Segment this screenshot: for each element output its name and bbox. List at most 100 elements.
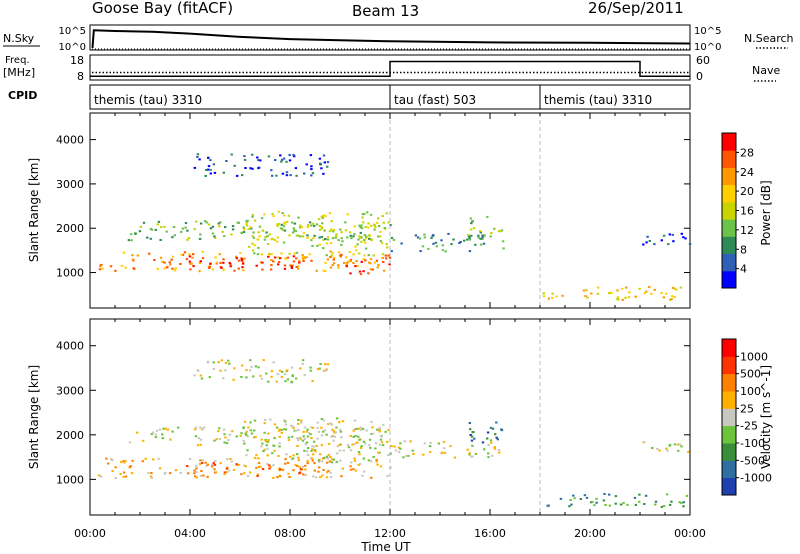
scatter-cell <box>443 447 446 450</box>
scatter-cell <box>171 255 175 258</box>
scatter-cell <box>283 428 286 431</box>
scatter-cell <box>364 226 367 228</box>
scatter-cell <box>304 468 307 471</box>
scatter-cell <box>622 501 625 504</box>
scatter-cell <box>209 262 212 265</box>
nsearch-label: N.Search <box>744 32 794 45</box>
scatter-cell <box>335 426 338 429</box>
scatter-cell <box>287 214 291 217</box>
scatter-cell <box>268 233 271 236</box>
scatter-cell <box>270 370 274 373</box>
scatter-cell <box>207 165 211 168</box>
scatter-cell <box>642 243 645 246</box>
freq-panel-frame <box>89 54 691 81</box>
scatter-cell <box>286 369 289 372</box>
scatter-cell <box>255 466 258 469</box>
scatter-cell <box>239 434 242 437</box>
scatter-cell <box>311 459 314 462</box>
scatter-cell <box>400 242 403 245</box>
scatter-cell <box>187 472 190 475</box>
y-tick-label: 3000 <box>56 384 84 397</box>
scatter-cell <box>188 255 192 258</box>
scatter-cell <box>328 212 332 215</box>
scatter-cell <box>322 269 325 272</box>
colorbar-tick-label: 24 <box>740 166 754 179</box>
scatter-cell <box>306 447 310 450</box>
scatter-cell <box>180 253 183 256</box>
scatter-cell <box>275 380 278 383</box>
scatter-cell <box>282 419 286 422</box>
scatter-cell <box>319 162 322 165</box>
scatter-cell <box>309 433 312 436</box>
scatter-cell <box>469 217 472 220</box>
velocity-colorbar-label: Velocity [m s^-1] <box>759 365 773 469</box>
scatter-cell <box>673 443 677 446</box>
scatter-cell <box>380 441 384 444</box>
scatter-cell <box>212 361 215 364</box>
scatter-cell <box>377 217 380 220</box>
scatter-cell <box>306 236 309 239</box>
scatter-cell <box>645 241 648 244</box>
scatter-cell <box>306 224 310 227</box>
scatter-cell <box>345 264 348 266</box>
scatter-cell <box>280 431 283 434</box>
scatter-cell <box>235 255 238 258</box>
scatter-cell <box>317 459 321 462</box>
scatter-cell <box>211 268 214 271</box>
scatter-cell <box>638 493 641 496</box>
scatter-cell <box>359 231 362 234</box>
scatter-cell <box>330 220 333 223</box>
scatter-cell <box>493 446 496 449</box>
scatter-cell <box>363 470 366 473</box>
scatter-cell <box>284 380 287 383</box>
scatter-cell <box>428 445 432 448</box>
scatter-cell <box>660 505 664 508</box>
scatter-cell <box>320 215 324 218</box>
scatter-cell <box>373 228 376 231</box>
scatter-cell <box>628 291 631 294</box>
scatter-cell <box>233 269 236 272</box>
scatter-cell <box>128 466 131 469</box>
scatter-cell <box>387 453 390 456</box>
y-tick-label: 4000 <box>56 134 84 147</box>
scatter-cell <box>209 227 213 230</box>
scatter-cell <box>399 447 402 450</box>
scatter-cell <box>251 153 254 156</box>
scatter-cell <box>274 159 277 161</box>
scatter-cell <box>298 471 302 474</box>
scatter-cell <box>192 265 195 268</box>
scatter-cell <box>356 264 359 267</box>
scatter-cell <box>281 468 285 471</box>
scatter-cell <box>551 292 554 295</box>
scatter-cell <box>595 501 598 504</box>
scatter-cell <box>315 269 318 272</box>
scatter-cell <box>243 472 246 475</box>
scatter-cell <box>333 435 336 438</box>
scatter-cell <box>276 373 280 375</box>
scatter-cell <box>642 441 646 443</box>
scatter-cell <box>608 493 611 496</box>
scatter-cell <box>479 237 482 240</box>
scatter-cell <box>243 420 247 423</box>
scatter-cell <box>130 472 134 475</box>
scatter-cell <box>153 259 156 261</box>
scatter-cell <box>263 448 266 451</box>
scatter-cell <box>324 215 327 218</box>
scatter-cell <box>378 429 381 431</box>
scatter-cell <box>324 261 327 264</box>
scatter-cell <box>493 447 497 450</box>
scatter-cell <box>665 493 669 496</box>
colorbar-swatch <box>722 460 736 479</box>
scatter-cell <box>206 361 209 364</box>
scatter-cell <box>341 467 344 470</box>
scatter-cell <box>497 449 501 451</box>
scatter-cell <box>645 290 648 293</box>
scatter-cell <box>255 454 258 457</box>
scatter-cell <box>273 238 276 241</box>
scatter-cell <box>235 435 238 438</box>
scatter-cell <box>378 451 381 454</box>
scatter-cell <box>322 172 325 175</box>
scatter-cell <box>444 250 447 253</box>
scatter-cell <box>275 240 279 243</box>
scatter-cell <box>292 227 296 230</box>
